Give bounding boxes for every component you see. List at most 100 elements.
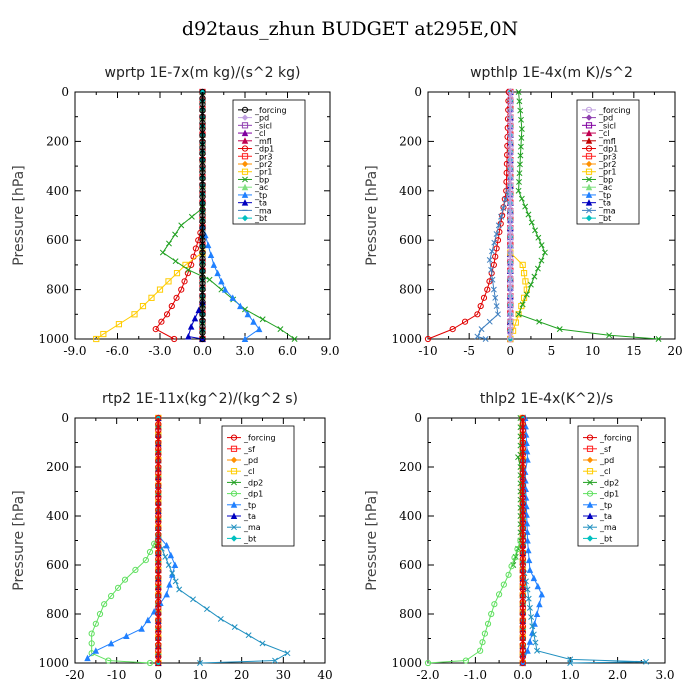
data-point [519, 592, 526, 599]
data-point [507, 113, 514, 120]
legend-swatch-marker [585, 183, 593, 191]
data-point [171, 335, 178, 343]
data-point [199, 274, 206, 281]
data-point [525, 595, 532, 602]
data-point [199, 335, 206, 343]
data-point [507, 298, 514, 306]
data-point [517, 161, 523, 168]
x-tick-label: 30 [276, 668, 291, 682]
data-point [507, 193, 514, 201]
data-point [516, 179, 522, 185]
x-tick-label: 6.0 [278, 344, 297, 358]
data-point [151, 540, 158, 547]
data-point [526, 566, 534, 573]
data-point [165, 562, 172, 568]
chart-title: wprtp 1E-7x(m kg)/(s^2 kg) [105, 65, 301, 81]
data-point [507, 237, 514, 244]
data-point [277, 326, 284, 333]
x-tick-label: -3.0 [148, 344, 171, 358]
data-point [535, 234, 542, 241]
data-point [507, 144, 514, 151]
data-point [158, 318, 165, 325]
data-point [507, 125, 514, 133]
data-point [519, 476, 526, 483]
data-point [519, 617, 526, 624]
data-point [519, 470, 526, 477]
data-point [525, 211, 532, 218]
data-point [538, 257, 545, 264]
data-point [172, 258, 179, 265]
data-point [155, 421, 162, 428]
data-point [518, 134, 525, 141]
data-point [491, 239, 498, 246]
data-point [496, 591, 503, 598]
legend-swatch-marker [241, 153, 249, 160]
legend-entry-label: _dp1 [243, 490, 263, 499]
x-tick-label: 40 [317, 668, 332, 682]
legend-swatch-marker [230, 456, 238, 464]
data-point [519, 519, 526, 526]
data-point [532, 639, 539, 646]
data-point [229, 294, 236, 301]
data-point [100, 330, 107, 338]
y-axis-label: Pressure [hPa] [364, 490, 380, 590]
legend-swatch-marker [585, 191, 593, 198]
data-point [173, 294, 180, 301]
data-point [197, 660, 203, 666]
legend-swatch-marker [586, 445, 594, 452]
legend-entry-label: _cl [598, 129, 610, 138]
data-point [529, 623, 536, 630]
legend-swatch-marker [241, 191, 249, 198]
data-point [92, 647, 100, 654]
data-point [199, 298, 206, 306]
data-point [199, 138, 206, 145]
data-point [527, 281, 534, 288]
y-tick-label: 600 [46, 233, 69, 247]
data-point [199, 163, 206, 170]
legend: _forcing _sf _pd _cl _dp2 _dp1 _tp _ta _ma _bt [221, 425, 295, 547]
data-point [199, 187, 206, 194]
data-point [489, 248, 495, 255]
y-tick-label: 800 [46, 607, 69, 621]
data-point [199, 212, 206, 219]
data-point [199, 323, 206, 330]
data-point [199, 150, 206, 157]
legend-entry-label: _forcing [599, 434, 632, 443]
data-point [195, 237, 202, 244]
data-point [199, 249, 206, 256]
legend-swatch-marker [586, 512, 594, 519]
data-point [155, 476, 162, 483]
legend-entry-label: _mfl [598, 137, 616, 146]
data-point [244, 310, 252, 318]
chart-panel-4: thlp2 1E-4x(K^2)/s Pressure [hPa] 0 200 400 6… [364, 391, 675, 682]
data-point [155, 439, 162, 446]
y-tick-label: 1000 [391, 656, 422, 670]
y-tick-label: 600 [399, 558, 422, 572]
data-point [176, 586, 183, 593]
legend-swatch-marker [230, 468, 238, 475]
y-axis-label: Pressure [hPa] [11, 490, 27, 590]
x-tick-label: 2.0 [608, 668, 627, 682]
data-point [131, 311, 138, 318]
data-point [493, 231, 500, 237]
data-point [101, 601, 108, 608]
data-point [524, 647, 531, 654]
data-point [507, 305, 514, 312]
x-tick-label: 10 [585, 344, 600, 358]
data-point [105, 657, 112, 664]
data-point [484, 286, 491, 293]
legend-entry-label: _tp [243, 501, 256, 510]
legend: _forcing _sf _pd _cl _dp2 _dp1 _tp _ta _ma _bt [577, 425, 639, 547]
data-point [218, 277, 225, 285]
legend-entry-label: _tp [599, 501, 612, 510]
series-dp1 [152, 222, 206, 343]
data-point [503, 187, 510, 194]
data-point [169, 570, 176, 577]
data-point [477, 302, 484, 310]
data-point [524, 537, 531, 544]
data-point [199, 261, 206, 268]
series-line [187, 301, 203, 340]
series-line [162, 207, 295, 340]
data-point [115, 321, 123, 328]
data-point [525, 546, 532, 554]
